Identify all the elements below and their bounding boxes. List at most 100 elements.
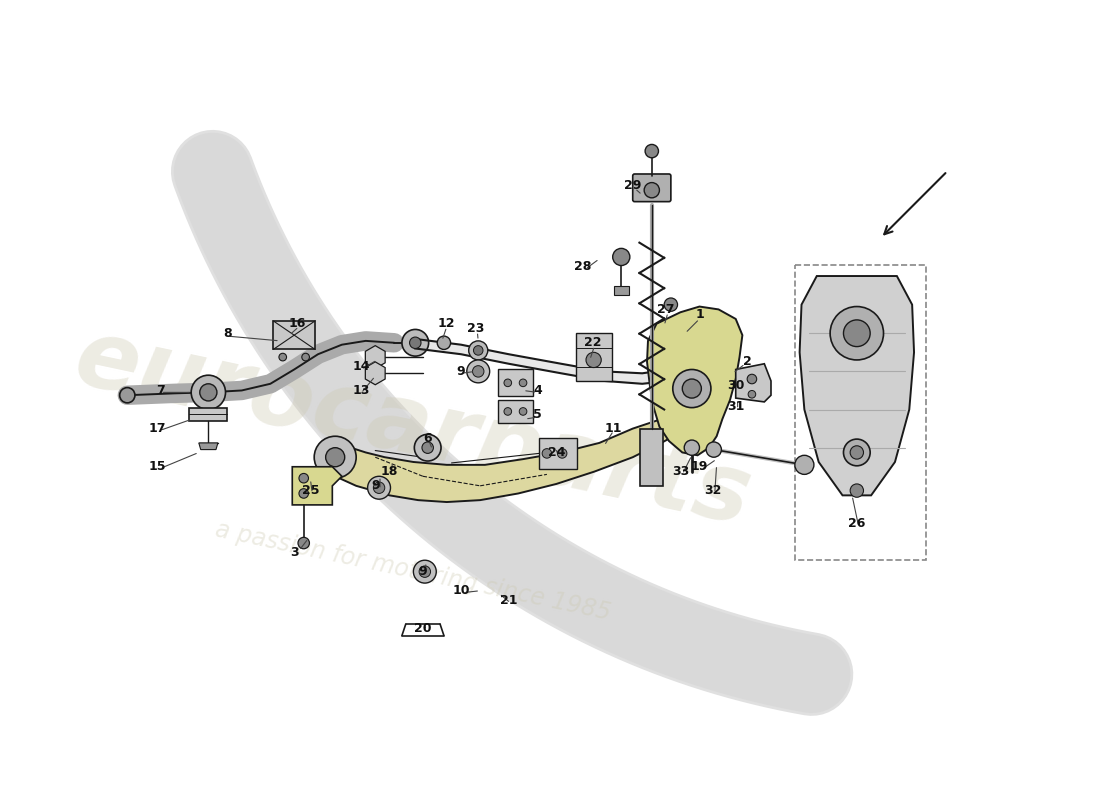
Polygon shape — [365, 362, 385, 385]
Text: 31: 31 — [727, 400, 745, 413]
Text: 28: 28 — [574, 260, 592, 273]
Circle shape — [414, 560, 437, 583]
Text: 16: 16 — [288, 318, 306, 330]
Text: 25: 25 — [301, 484, 319, 497]
Text: 9: 9 — [456, 365, 465, 378]
Circle shape — [279, 354, 287, 361]
Text: 32: 32 — [704, 484, 722, 497]
Text: 22: 22 — [584, 336, 602, 350]
Text: 12: 12 — [438, 318, 455, 330]
Text: 9: 9 — [419, 565, 427, 578]
Polygon shape — [736, 364, 771, 402]
Text: 11: 11 — [605, 422, 623, 435]
Circle shape — [844, 439, 870, 466]
Text: 3: 3 — [290, 546, 298, 559]
Circle shape — [315, 436, 356, 478]
FancyBboxPatch shape — [640, 429, 663, 486]
Text: 8: 8 — [223, 326, 232, 340]
Text: 2: 2 — [742, 355, 751, 368]
Polygon shape — [273, 321, 316, 350]
Circle shape — [466, 360, 490, 383]
Text: 9: 9 — [371, 479, 380, 492]
Circle shape — [419, 566, 430, 578]
Polygon shape — [416, 339, 669, 384]
FancyBboxPatch shape — [575, 334, 612, 381]
Text: 18: 18 — [381, 465, 398, 478]
Polygon shape — [189, 408, 228, 421]
Circle shape — [519, 379, 527, 386]
Text: 24: 24 — [548, 446, 565, 459]
Circle shape — [850, 484, 864, 498]
Text: 29: 29 — [624, 179, 641, 192]
Circle shape — [664, 298, 678, 311]
Text: 27: 27 — [658, 303, 674, 316]
Text: 15: 15 — [150, 460, 166, 474]
Circle shape — [830, 306, 883, 360]
Circle shape — [645, 145, 659, 158]
Circle shape — [795, 455, 814, 474]
Circle shape — [473, 346, 483, 355]
Circle shape — [542, 449, 552, 458]
Circle shape — [706, 442, 722, 458]
Circle shape — [191, 375, 225, 410]
Circle shape — [409, 337, 421, 349]
Circle shape — [844, 320, 870, 346]
Text: 26: 26 — [848, 518, 866, 530]
Circle shape — [473, 366, 484, 377]
Circle shape — [519, 408, 527, 415]
Polygon shape — [800, 276, 914, 495]
Text: 21: 21 — [500, 594, 517, 606]
Circle shape — [200, 384, 217, 401]
Polygon shape — [365, 346, 385, 369]
FancyBboxPatch shape — [632, 174, 671, 202]
FancyBboxPatch shape — [539, 438, 578, 469]
Circle shape — [613, 248, 630, 266]
Circle shape — [747, 374, 757, 384]
Circle shape — [120, 388, 135, 403]
Circle shape — [586, 352, 602, 367]
Polygon shape — [336, 419, 679, 502]
Circle shape — [415, 434, 441, 461]
Circle shape — [504, 379, 512, 386]
Polygon shape — [293, 466, 342, 505]
Text: 13: 13 — [352, 384, 370, 397]
Text: 23: 23 — [466, 322, 484, 335]
Text: 7: 7 — [156, 384, 165, 397]
Circle shape — [504, 408, 512, 415]
Circle shape — [748, 390, 756, 398]
Circle shape — [850, 446, 864, 459]
Circle shape — [682, 379, 702, 398]
Text: 19: 19 — [691, 460, 708, 474]
Text: 30: 30 — [727, 379, 745, 392]
Text: eurocarparts: eurocarparts — [67, 312, 760, 545]
Circle shape — [684, 440, 700, 455]
Circle shape — [437, 336, 451, 350]
Polygon shape — [199, 443, 218, 450]
Circle shape — [558, 449, 566, 458]
Circle shape — [469, 341, 487, 360]
Text: 6: 6 — [424, 432, 432, 445]
Circle shape — [367, 476, 390, 499]
Text: 4: 4 — [534, 384, 541, 397]
Circle shape — [301, 354, 309, 361]
Text: 1: 1 — [695, 308, 704, 321]
Text: 5: 5 — [534, 408, 541, 421]
Text: 14: 14 — [352, 360, 370, 373]
Circle shape — [299, 474, 308, 483]
Text: 10: 10 — [452, 584, 470, 598]
Circle shape — [373, 482, 385, 494]
Circle shape — [422, 442, 433, 454]
Text: 20: 20 — [415, 622, 431, 635]
FancyBboxPatch shape — [614, 286, 629, 295]
Circle shape — [645, 182, 659, 198]
Circle shape — [326, 448, 344, 466]
Text: 17: 17 — [150, 422, 166, 435]
Circle shape — [299, 489, 308, 498]
Circle shape — [402, 330, 429, 356]
FancyBboxPatch shape — [498, 400, 532, 423]
FancyBboxPatch shape — [498, 370, 532, 396]
Text: a passion for motoring since 1985: a passion for motoring since 1985 — [213, 518, 614, 626]
Circle shape — [673, 370, 711, 408]
Circle shape — [298, 538, 309, 549]
Polygon shape — [647, 306, 742, 455]
